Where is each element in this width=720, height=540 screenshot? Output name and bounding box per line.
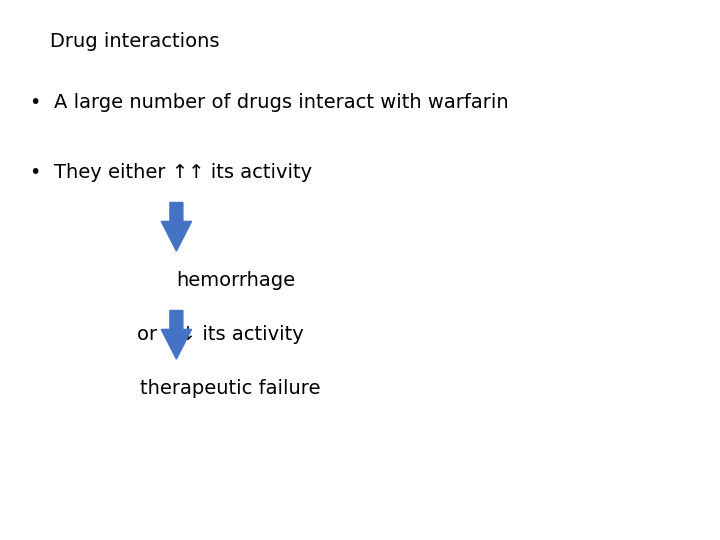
Text: hemorrhage: hemorrhage [176,271,295,291]
Text: They either ↑↑ its activity: They either ↑↑ its activity [54,163,312,183]
Text: Drug interactions: Drug interactions [50,32,220,51]
Text: therapeutic failure: therapeutic failure [140,379,321,399]
Text: •: • [29,93,40,112]
Polygon shape [161,202,192,251]
Text: or ↓↓ its activity: or ↓↓ its activity [137,325,304,345]
Text: A large number of drugs interact with warfarin: A large number of drugs interact with wa… [54,93,508,112]
Text: •: • [29,163,40,183]
Polygon shape [161,310,192,359]
